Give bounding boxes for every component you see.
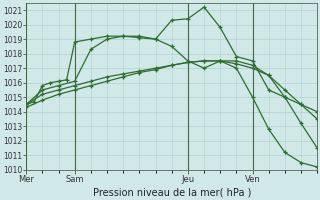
X-axis label: Pression niveau de la mer( hPa ): Pression niveau de la mer( hPa ): [92, 187, 251, 197]
